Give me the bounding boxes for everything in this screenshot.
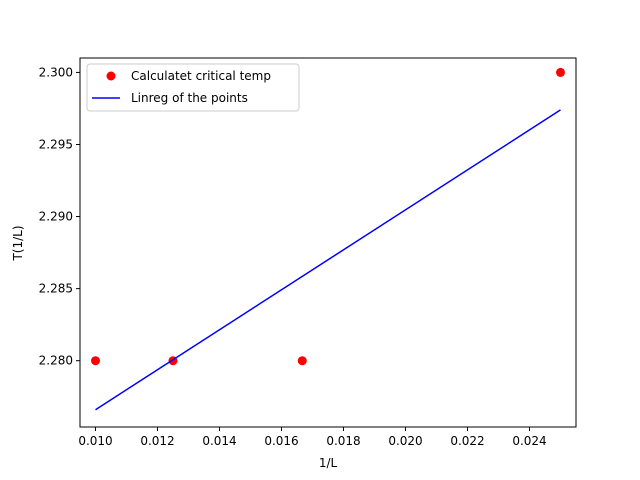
axes-frame: [79, 57, 577, 428]
scatter-point: [297, 356, 307, 366]
x-tick-label: 0.024: [512, 434, 546, 448]
x-axis-label: 1/L: [319, 456, 338, 470]
y-axis: 2.280 2.285 2.290 2.295 2.300: [39, 65, 80, 368]
y-tick-label: 2.295: [39, 137, 73, 151]
x-tick-label: 0.018: [326, 434, 360, 448]
legend-box: [86, 63, 300, 112]
legend-label-scatter: Calculatet critical temp: [131, 69, 271, 83]
y-tick-label: 2.285: [39, 282, 73, 296]
legend-label-line: Linreg of the points: [131, 91, 248, 105]
scatter-point: [556, 67, 565, 77]
y-tick-label: 2.300: [39, 65, 73, 79]
x-tick-label: 0.016: [264, 434, 298, 448]
legend: Calculatet critical temp Linreg of the p…: [86, 63, 300, 112]
x-tick-label: 0.010: [78, 434, 112, 448]
scatter-point: [91, 356, 100, 366]
x-tick-label: 0.012: [140, 434, 174, 448]
x-tick-label: 0.014: [202, 434, 236, 448]
x-tick-label: 0.020: [388, 434, 422, 448]
plot-area: [91, 67, 565, 411]
x-axis: 0.010 0.012 0.014 0.016 0.018 0.020 0.022 0.024: [78, 427, 547, 448]
y-tick-label: 2.280: [39, 354, 73, 368]
legend-marker-scatter: [106, 71, 116, 81]
y-axis-label: T(1/L): [11, 225, 25, 261]
regression-line: [95, 109, 561, 411]
y-tick-label: 2.290: [39, 210, 73, 224]
x-tick-label: 0.022: [450, 434, 484, 448]
